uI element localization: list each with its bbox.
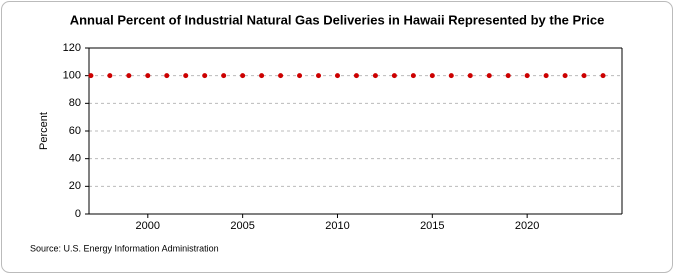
- y-axis-label: Percent: [38, 112, 50, 150]
- x-tick-label: 2005: [230, 220, 254, 232]
- point: [240, 73, 246, 79]
- point: [372, 73, 378, 79]
- point: [467, 73, 473, 79]
- y-tick-label: 40: [69, 153, 81, 165]
- y-tick-label: 100: [63, 70, 81, 82]
- point: [391, 73, 397, 79]
- point: [126, 73, 132, 79]
- point: [145, 73, 151, 79]
- point: [202, 73, 208, 79]
- point: [88, 73, 94, 79]
- y-tick-label: 120: [63, 42, 81, 54]
- point: [334, 73, 340, 79]
- point: [505, 73, 511, 79]
- point: [164, 73, 170, 79]
- point: [221, 73, 227, 79]
- point: [448, 73, 454, 79]
- point: [410, 73, 416, 79]
- point: [581, 73, 587, 79]
- point: [429, 73, 435, 79]
- point: [297, 73, 303, 79]
- point: [600, 73, 606, 79]
- point: [316, 73, 322, 79]
- point: [278, 73, 284, 79]
- point: [259, 73, 265, 79]
- point: [353, 73, 359, 79]
- point: [183, 73, 189, 79]
- y-tick-label: 20: [69, 180, 81, 192]
- x-tick-label: 2015: [420, 220, 444, 232]
- y-tick-label: 80: [69, 97, 81, 109]
- point: [543, 73, 549, 79]
- y-tick-label: 60: [69, 125, 81, 137]
- chart-title: Annual Percent of Industrial Natural Gas…: [70, 12, 605, 27]
- x-tick-label: 2000: [136, 220, 160, 232]
- x-tick-label: 2010: [325, 220, 349, 232]
- source: Source: U.S. Energy Information Administ…: [30, 243, 219, 253]
- point: [524, 73, 530, 79]
- y-tick-label: 0: [75, 208, 81, 220]
- point: [562, 73, 568, 79]
- point: [107, 73, 113, 79]
- point: [486, 73, 492, 79]
- x-tick-label: 2020: [515, 220, 539, 232]
